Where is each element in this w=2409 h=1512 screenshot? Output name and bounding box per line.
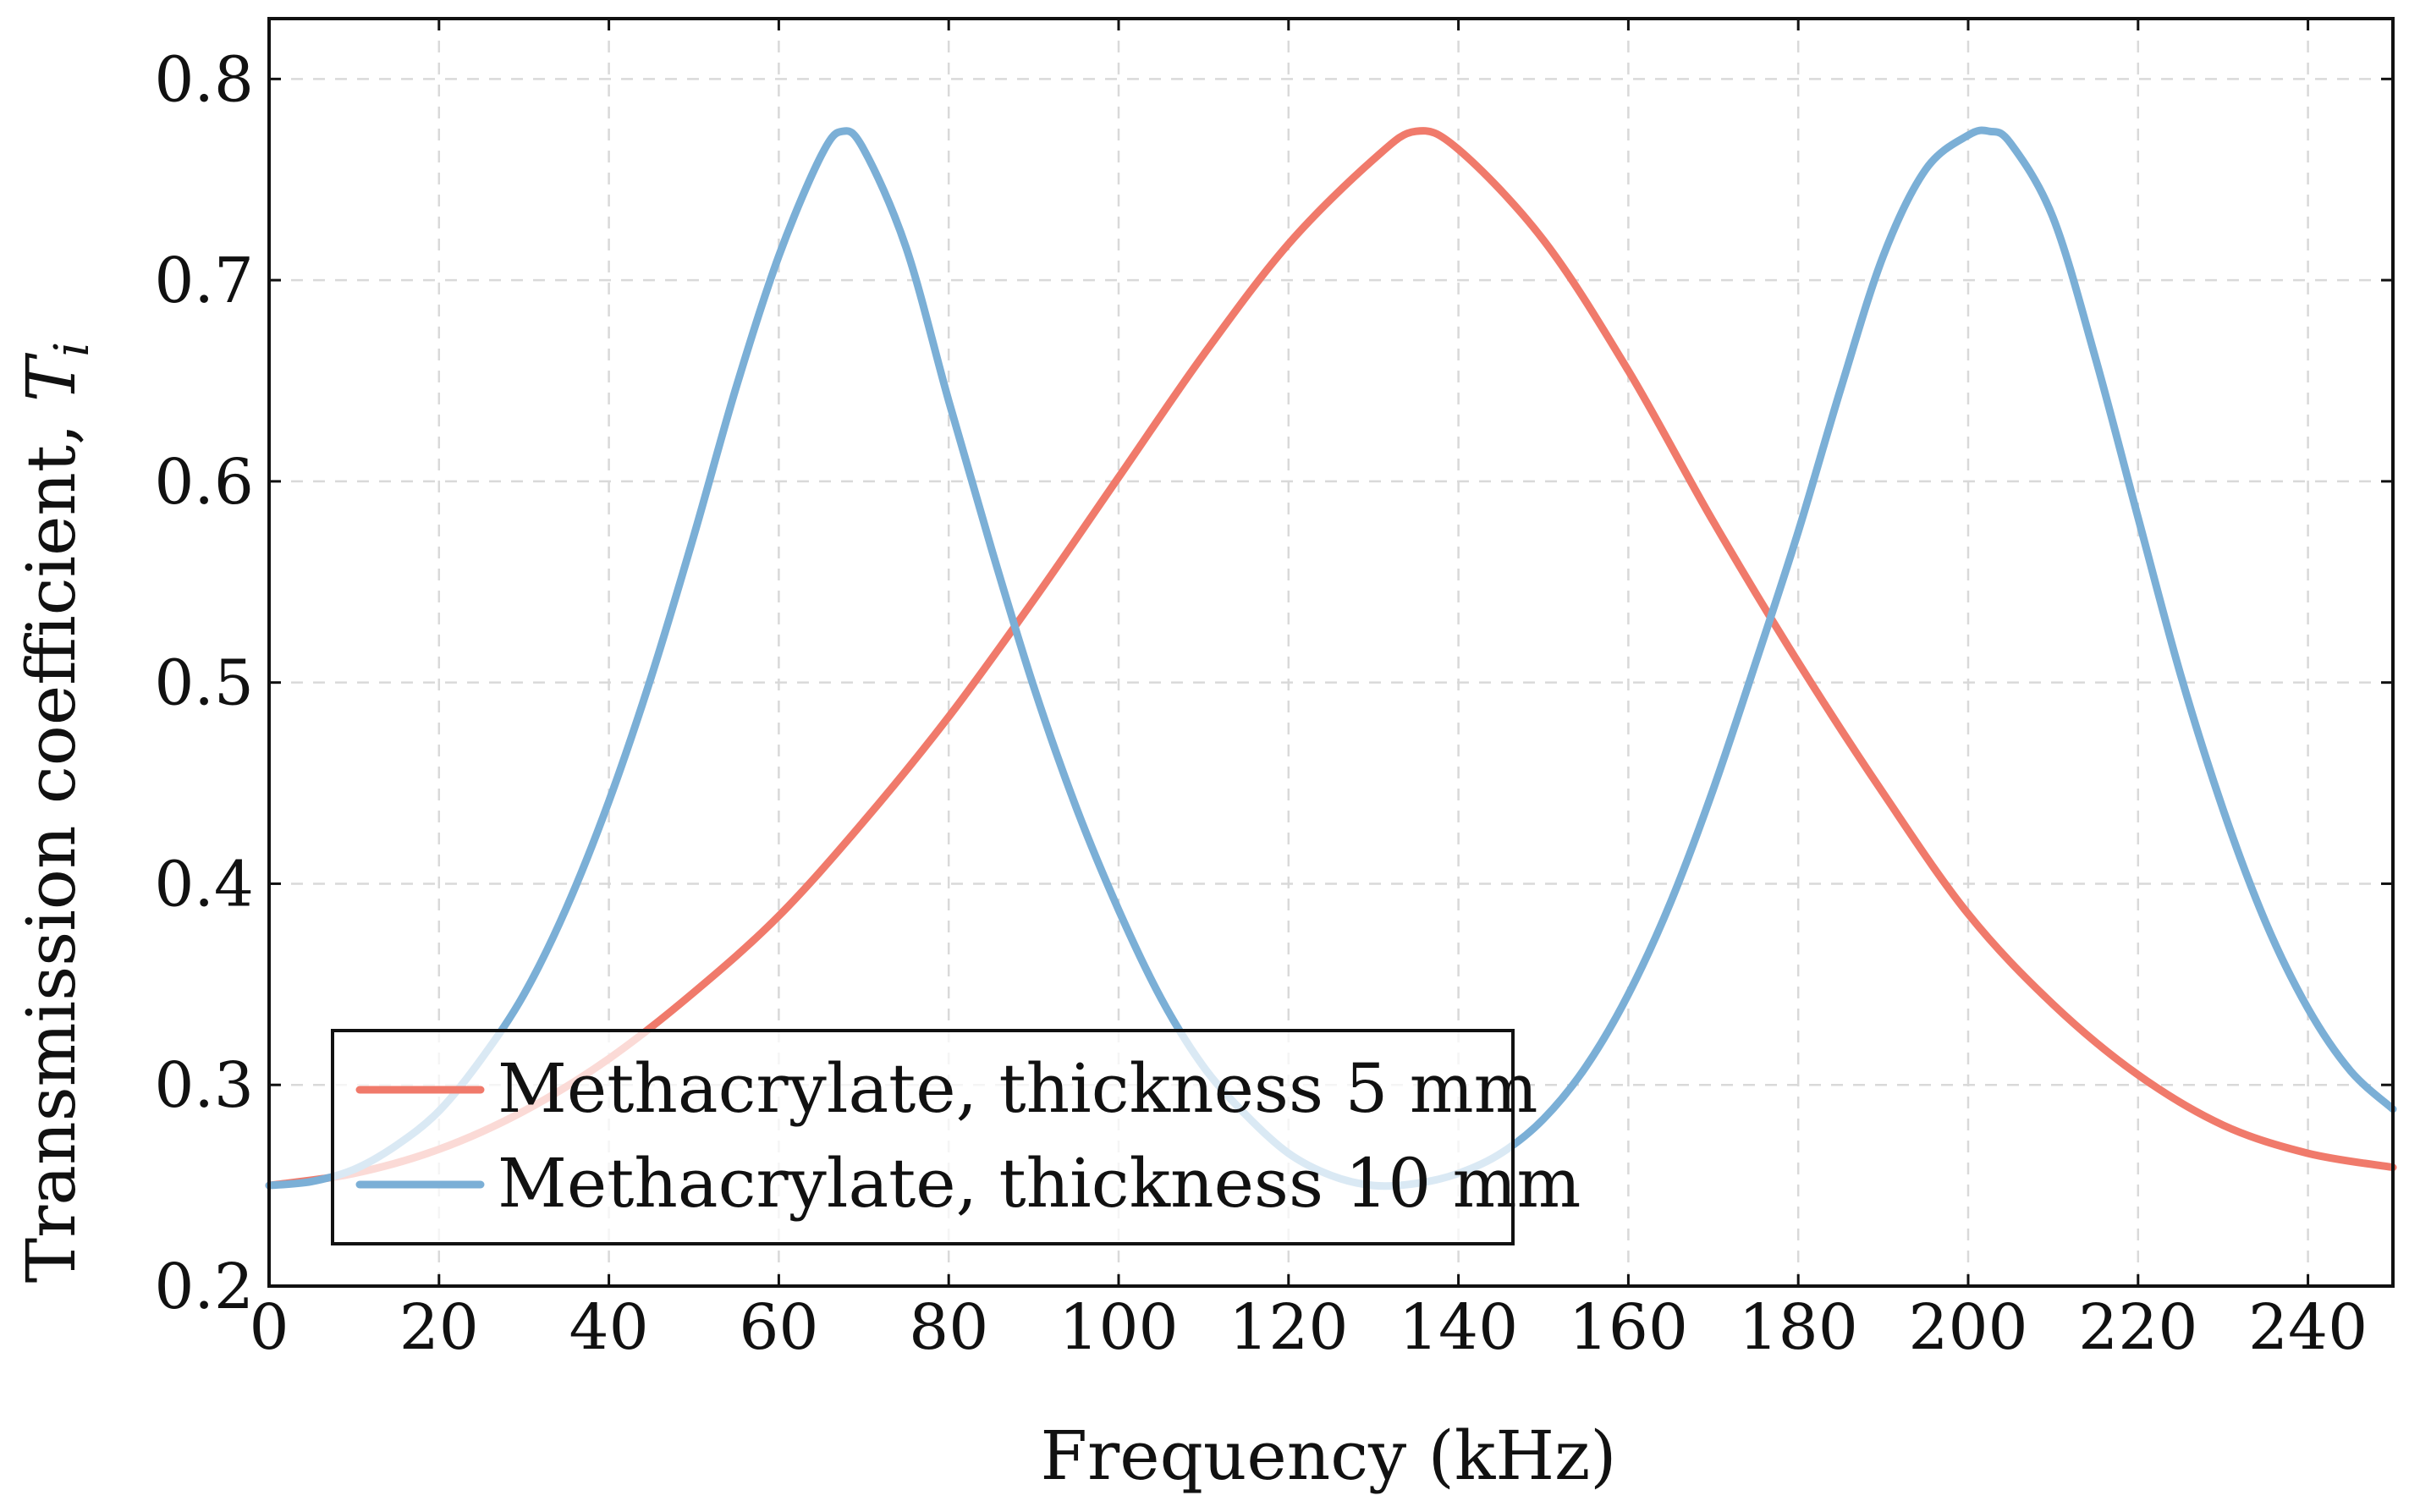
x-tick-label: 60 xyxy=(739,1291,818,1364)
y-axis-title-text: Transmission coefficient, xyxy=(12,402,91,1283)
x-tick-label: 200 xyxy=(1908,1291,2027,1364)
y-axis-title-subscript: i xyxy=(45,342,100,357)
svg-text:Transmission coefficient, Ti: Transmission coefficient, Ti xyxy=(12,342,100,1283)
legend-label-10mm: Methacrylate, thickness 10 mm xyxy=(498,1144,1581,1223)
x-tick-label: 160 xyxy=(1569,1291,1688,1364)
legend-label-5mm: Methacrylate, thickness 5 mm xyxy=(498,1049,1538,1128)
x-tick-label: 220 xyxy=(2078,1291,2197,1364)
x-tick-label: 40 xyxy=(569,1291,649,1364)
x-tick-label: 0 xyxy=(249,1291,289,1364)
y-tick-label: 0.6 xyxy=(154,446,254,519)
legend: Methacrylate, thickness 5 mm Methacrylat… xyxy=(331,1029,1581,1245)
x-tick-label: 140 xyxy=(1399,1291,1518,1364)
y-tick-label: 0.5 xyxy=(154,647,254,720)
x-tick-label: 180 xyxy=(1739,1291,1858,1364)
y-axis-title-symbol: T xyxy=(12,352,91,402)
plot-frame xyxy=(267,17,2395,1288)
y-tick-label: 0.3 xyxy=(154,1049,254,1122)
y-tick-label: 0.2 xyxy=(154,1251,254,1323)
x-tick-label: 80 xyxy=(909,1291,988,1364)
legend-box xyxy=(331,1029,1515,1245)
series-line-5mm xyxy=(265,127,2397,1190)
y-tick-label: 0.7 xyxy=(154,245,254,317)
axis-ticks xyxy=(267,19,2393,1288)
x-tick-label: 100 xyxy=(1059,1291,1178,1364)
x-tick-label: 240 xyxy=(2248,1291,2368,1364)
y-axis-title: Transmission coefficient, Ti xyxy=(12,342,100,1283)
y-tick-labels: 0.2 0.3 0.4 0.5 0.6 0.7 0.8 xyxy=(154,43,254,1323)
y-tick-label: 0.8 xyxy=(154,43,254,116)
y-tick-label: 0.4 xyxy=(154,848,254,921)
x-tick-labels: 0 20 40 60 80 100 120 140 160 180 200 220 240 xyxy=(249,1291,2368,1364)
x-axis-title: Frequency (kHz) xyxy=(1041,1416,1617,1495)
x-tick-label: 120 xyxy=(1229,1291,1348,1364)
x-tick-label: 20 xyxy=(399,1291,479,1364)
plot-lines xyxy=(265,126,2397,1190)
